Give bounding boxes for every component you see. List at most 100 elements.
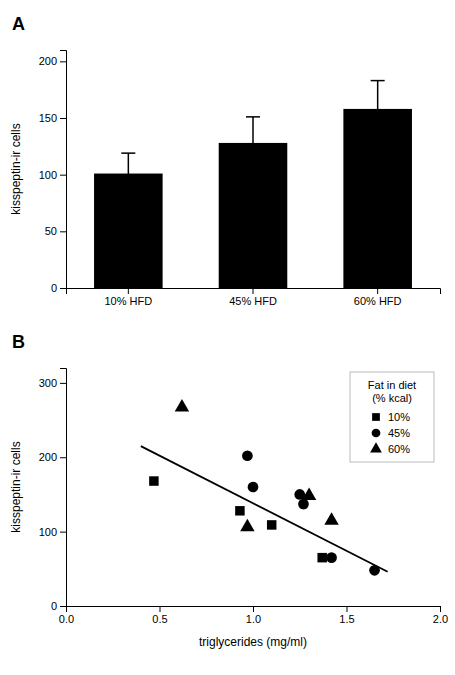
point <box>326 552 337 563</box>
point-series <box>242 450 380 575</box>
legend-swatch <box>372 413 380 421</box>
error-cap <box>246 116 260 118</box>
tick: 45% HFD <box>229 288 277 307</box>
point-series <box>149 476 327 562</box>
panel-label: B <box>12 332 25 352</box>
y-axis-title: kisspeptin-ir cells <box>9 123 23 214</box>
tick-label: 100 <box>39 526 57 538</box>
legend-frame <box>350 372 434 462</box>
tick-mark <box>60 231 66 232</box>
tick: 1.5 <box>339 606 354 625</box>
tick-label: 300 <box>39 377 57 389</box>
tick-label: 0.0 <box>59 613 74 625</box>
axis-line <box>67 289 441 295</box>
tick: 10% HFD <box>104 288 152 307</box>
x-axis-title: triglycerides (mg/ml) <box>199 635 307 649</box>
tick-mark <box>60 457 66 458</box>
point <box>149 476 158 485</box>
tick-mark <box>60 175 66 176</box>
tick: 60% HFD <box>354 288 402 307</box>
tick: 0 <box>51 282 66 294</box>
axis-line <box>60 369 67 607</box>
bars <box>94 109 412 288</box>
tick-label: 60% HFD <box>354 295 402 307</box>
tick: 100 <box>39 169 66 181</box>
tick-label: 0 <box>51 600 57 612</box>
tick-label: 100 <box>39 169 57 181</box>
error-cap <box>371 137 385 139</box>
point-series <box>175 399 339 531</box>
tick-label: 45% HFD <box>229 295 277 307</box>
legend-label: 60% <box>388 443 410 455</box>
point <box>235 506 244 515</box>
point <box>324 512 338 524</box>
tick-label: 0 <box>51 282 57 294</box>
tick-label: 200 <box>39 451 57 463</box>
error-cap <box>121 193 135 195</box>
tick-mark <box>253 288 254 294</box>
panel-label: A <box>12 14 25 34</box>
legend-swatch <box>370 442 382 452</box>
legend: Fat in diet(% kcal) 10% 45% 60% <box>350 372 434 462</box>
axis-line <box>67 607 441 613</box>
tick: 200 <box>39 451 66 463</box>
tick: 100 <box>39 526 66 538</box>
tick: 150 <box>39 112 66 124</box>
plot-area <box>94 81 412 288</box>
point <box>175 399 189 411</box>
tick-mark <box>377 288 378 294</box>
tick-label: 1.5 <box>339 613 354 625</box>
tick: 0 <box>51 600 66 612</box>
figure: 0 50 100 150 200 10% HFD 45% HFD 60% HFD Akisspe… <box>0 0 455 675</box>
legend-label: 45% <box>388 427 410 439</box>
point <box>248 482 259 493</box>
tick-label: 10% HFD <box>104 295 152 307</box>
tick-label: 50 <box>45 225 57 237</box>
tick-label: 0.5 <box>152 613 167 625</box>
legend-label: 10% <box>388 411 410 423</box>
point <box>369 565 380 576</box>
axis-line <box>60 51 67 289</box>
tick: 2.0 <box>433 606 448 625</box>
tick-label: 200 <box>39 55 57 67</box>
tick-mark <box>160 606 161 612</box>
error-bars <box>121 81 384 194</box>
tick: 0.5 <box>152 606 167 625</box>
tick-label: 1.0 <box>246 613 261 625</box>
tick-mark <box>60 288 66 289</box>
point <box>317 553 326 562</box>
point <box>302 488 316 500</box>
point <box>267 520 276 529</box>
tick-mark <box>440 606 441 612</box>
tick: 50 <box>45 225 66 237</box>
tick-label: 150 <box>39 112 57 124</box>
y-axis: 0 50 100 150 200 <box>39 51 67 295</box>
tick-mark <box>253 606 254 612</box>
error-bar <box>252 117 254 169</box>
y-axis: 0 100 200 300 <box>39 369 67 613</box>
tick: 1.0 <box>246 606 261 625</box>
regression-line <box>141 446 388 572</box>
tick-mark <box>60 606 66 607</box>
point <box>240 519 254 531</box>
legend-title: Fat in diet(% kcal) <box>368 379 416 404</box>
y-axis-title: kisspeptin-ir cells <box>9 441 23 532</box>
panel: 0 50 100 150 200 10% HFD 45% HFD 60% HFD <box>39 51 441 307</box>
error-cap <box>371 80 385 82</box>
tick-mark <box>60 532 66 533</box>
panel: 0 100 200 300 0.0 0.5 1.0 1.5 2.0 Fat in diet(% k… <box>39 369 449 625</box>
tick-mark <box>60 118 66 119</box>
legend-swatch <box>372 429 381 438</box>
point <box>298 499 309 510</box>
point <box>242 450 253 461</box>
error-cap <box>121 152 135 154</box>
x-axis: 0.0 0.5 1.0 1.5 2.0 <box>59 606 448 625</box>
error-bar <box>377 81 379 138</box>
tick: 0.0 <box>59 606 74 625</box>
tick: 200 <box>39 55 66 67</box>
tick-mark <box>128 288 129 294</box>
tick-mark <box>60 383 66 384</box>
x-axis: 10% HFD 45% HFD 60% HFD <box>67 288 441 307</box>
error-bar <box>128 153 130 194</box>
tick-label: 2.0 <box>433 613 448 625</box>
